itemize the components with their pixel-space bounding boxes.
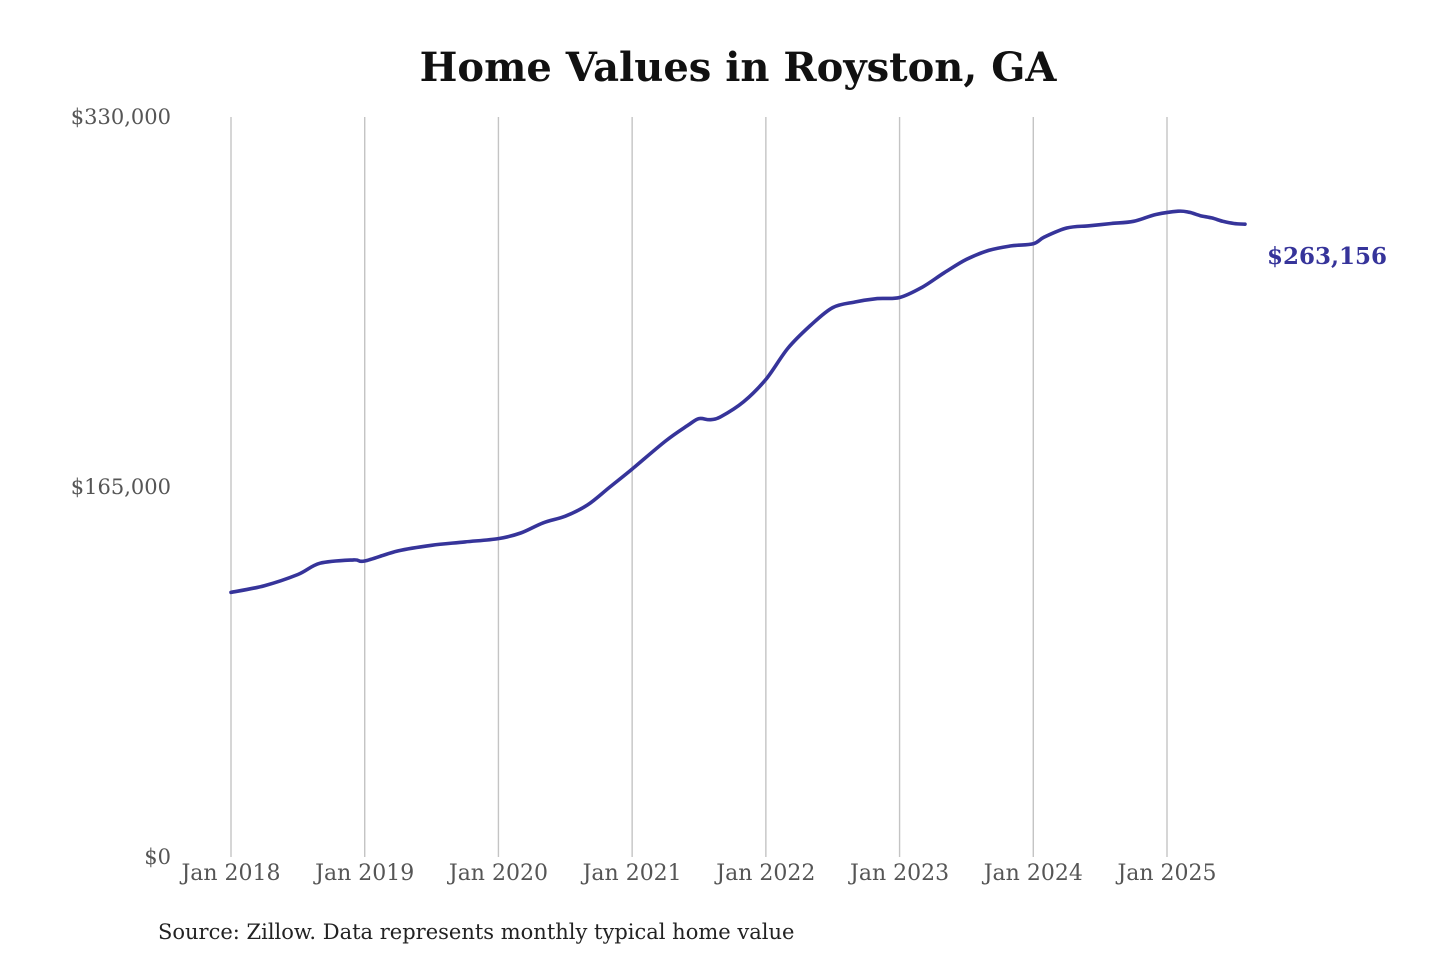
series-line-0 xyxy=(229,209,1247,595)
y-tick-label: $330,000 xyxy=(71,105,171,129)
x-tick-label: Jan 2021 xyxy=(581,861,682,886)
x-tick-label: Jan 2019 xyxy=(313,861,414,886)
x-tick-label: Jan 2020 xyxy=(447,861,548,886)
vertical-gridlines xyxy=(230,117,1168,857)
x-tick-label: Jan 2022 xyxy=(714,861,815,886)
x-tick-label: Jan 2023 xyxy=(848,861,949,886)
chart-title: Home Values in Royston, GA xyxy=(420,44,1058,91)
source-note: Source: Zillow. Data represents monthly … xyxy=(158,920,794,944)
y-axis-tick-labels: $0 $165,000 $330,000 xyxy=(71,105,171,869)
x-axis-tick-labels: Jan 2018 Jan 2019 Jan 2020 Jan 2021 Jan 2022… xyxy=(179,861,1216,886)
x-tick-label: Jan 2025 xyxy=(1115,861,1216,886)
end-value-label: $263,156 xyxy=(1267,243,1387,270)
x-tick-label: Jan 2018 xyxy=(179,861,280,886)
x-tick-label: Jan 2024 xyxy=(982,861,1083,886)
y-tick-label: $0 xyxy=(144,845,171,869)
y-tick-label: $165,000 xyxy=(71,475,171,499)
series-layer xyxy=(229,209,1247,595)
